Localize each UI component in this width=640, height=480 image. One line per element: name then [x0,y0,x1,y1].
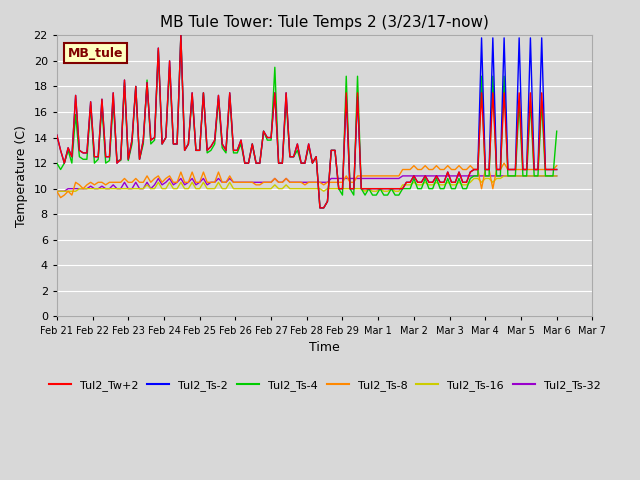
Title: MB Tule Tower: Tule Temps 2 (3/23/17-now): MB Tule Tower: Tule Temps 2 (3/23/17-now… [160,15,489,30]
Legend: Tul2_Tw+2, Tul2_Ts-2, Tul2_Ts-4, Tul2_Ts-8, Tul2_Ts-16, Tul2_Ts-32: Tul2_Tw+2, Tul2_Ts-2, Tul2_Ts-4, Tul2_Ts… [44,375,605,395]
Text: MB_tule: MB_tule [68,47,123,60]
Y-axis label: Temperature (C): Temperature (C) [15,125,28,227]
X-axis label: Time: Time [309,341,340,354]
